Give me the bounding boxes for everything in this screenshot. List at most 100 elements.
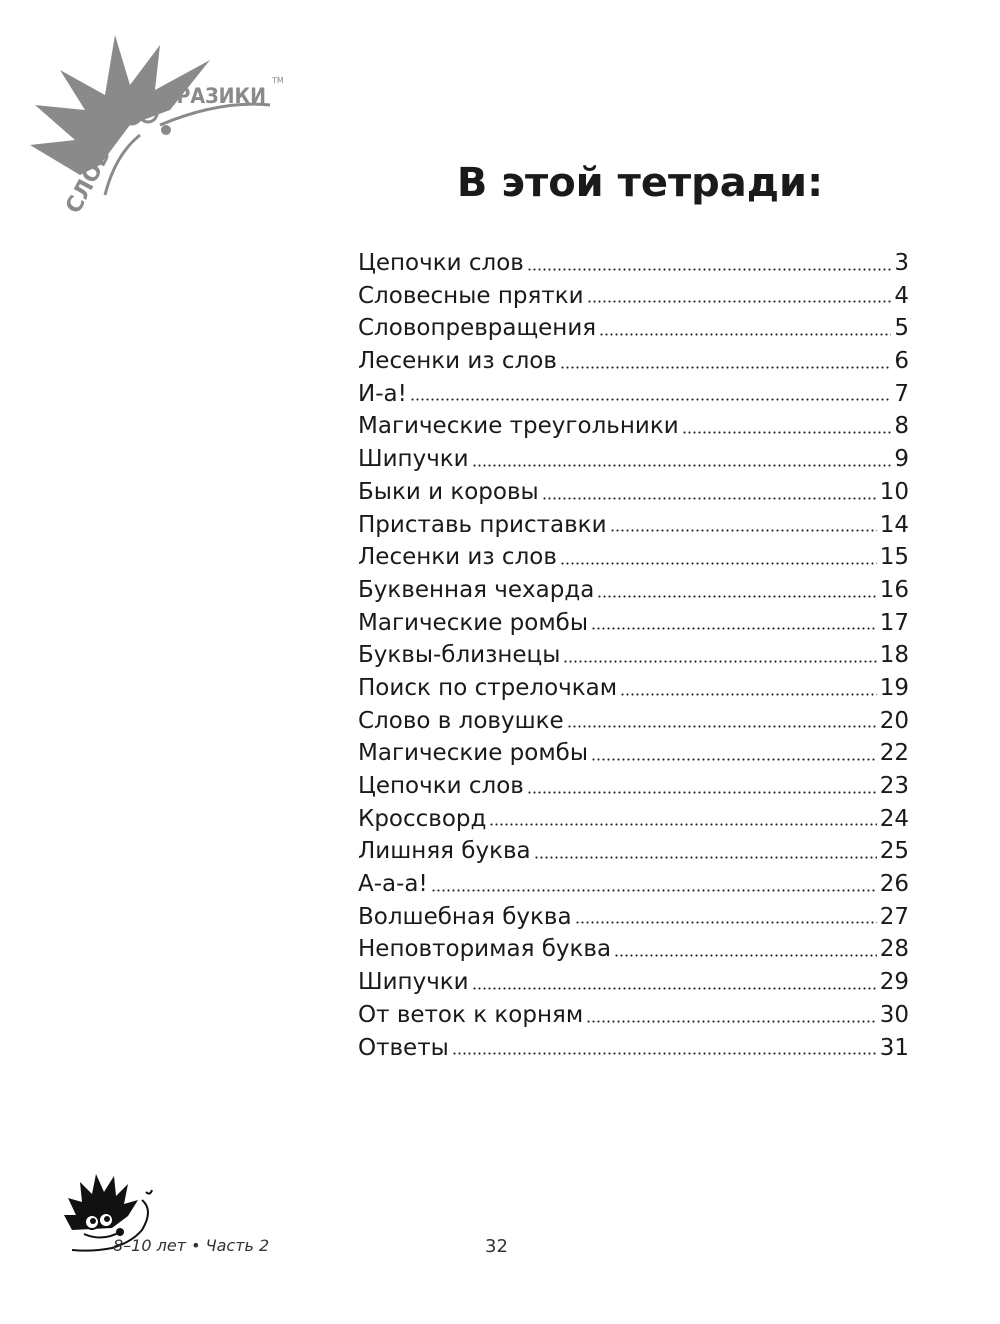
dot-leader [526,267,892,271]
slovoobraziki-logo: БРАЗИКИ TM СЛОВ [30,35,284,218]
toc-entry-page: 7 [894,380,909,407]
dot-leader [609,529,877,533]
toc-entry-page: 29 [879,969,909,996]
table-of-contents: Цепочки слов 3 Словесные прятки 4 Словопревр… [358,247,909,1064]
dot-leader [526,790,877,794]
toc-entry: Цепочки слов 23 [358,770,909,803]
toc-entry: Волшебная буква 27 [358,901,909,934]
toc-entry-page: 6 [894,348,909,375]
toc-entry-title: Словесные прятки [358,282,584,309]
dot-leader [574,921,877,925]
dot-leader [591,758,877,761]
toc-entry: Шипучки 29 [358,966,909,999]
toc-entry: Лесенки из слов 6 [358,345,909,378]
dot-leader [563,659,877,663]
toc-entry-page: 16 [879,576,909,603]
toc-entry-page: 31 [879,1034,909,1061]
toc-entry: Быки и коровы 10 [358,476,909,509]
toc-entry-title: Лесенки из слов [358,544,557,571]
dot-leader [430,888,877,892]
toc-entry: А-а-а! 26 [358,868,909,901]
dot-leader [541,496,877,500]
toc-entry-page: 17 [879,609,909,636]
dot-leader [489,823,877,827]
toc-entry-title: Лишняя буква [358,838,531,865]
toc-entry-page: 18 [879,642,909,669]
dot-leader [533,856,877,860]
toc-entry-page: 3 [894,250,909,276]
toc-entry: От веток к корням 30 [358,999,909,1032]
toc-entry-title: Неповторимая буква [358,936,612,963]
dot-leader [559,561,877,565]
toc-entry: Слово в ловушке 20 [358,705,909,738]
toc-entry-page: 22 [879,740,909,767]
toc-entry-title: Приставь приставки [358,511,607,538]
toc-entry-title: Шипучки [358,969,469,996]
toc-entry-title: Поиск по стрелочкам [358,674,618,701]
toc-entry: Лесенки из слов 15 [358,541,909,574]
dot-leader [471,463,892,467]
toc-entry-page: 23 [879,773,909,799]
toc-entry-page: 27 [879,903,909,930]
dot-leader [451,1052,877,1056]
dot-leader [591,627,877,631]
toc-entry: Магические ромбы 22 [358,737,909,770]
toc-entry-title: Быки и коровы [358,478,539,505]
toc-entry: Ответы 31 [358,1032,909,1065]
toc-entry: Словесные прятки 4 [358,280,909,313]
toc-entry-title: Слово в ловушке [358,707,564,734]
toc-entry-page: 15 [879,544,909,571]
toc-entry: Неповторимая буква 28 [358,933,909,966]
toc-entry-page: 8 [894,413,909,440]
logo-text-right: БРАЗИКИ [162,84,266,108]
dot-leader [614,954,877,958]
dot-leader [586,1019,877,1023]
toc-entry: И-а! 7 [358,378,909,411]
logo-tm: TM [271,76,284,85]
page-number: 32 [485,1236,508,1257]
toc-entry-title: Магические ромбы [358,609,589,636]
dot-leader [681,431,892,435]
toc-entry-title: Волшебная буква [358,903,572,930]
toc-entry: Лишняя буква 25 [358,835,909,868]
toc-entry-page: 19 [879,674,909,701]
toc-entry: Шипучки 9 [358,443,909,476]
toc-entry-title: Словопревращения [358,315,597,342]
toc-entry-page: 4 [894,282,909,309]
toc-entry-title: А-а-а! [358,871,428,898]
toc-entry-page: 20 [879,707,909,734]
toc-entry: Словопревращения 5 [358,312,909,345]
toc-entry-title: Магические ромбы [358,740,589,767]
toc-entry-title: И-а! [358,380,407,407]
toc-entry-page: 24 [879,805,909,832]
hedgehog-icon [64,1174,153,1252]
dot-leader [471,986,877,990]
toc-entry: Магические треугольники 8 [358,410,909,443]
toc-entry-page: 30 [879,1001,909,1028]
footer-edition-text: 8–10 лет • Часть 2 [113,1236,270,1255]
toc-entry: Цепочки слов 3 [358,247,909,280]
toc-entry-page: 14 [879,511,909,538]
toc-entry-page: 9 [894,446,909,473]
toc-entry-title: Магические треугольники [358,413,679,440]
toc-entry: Буквы-близнецы 18 [358,639,909,672]
toc-entry-title: Цепочки слов [358,250,524,276]
toc-entry: Буквенная чехарда 16 [358,574,909,607]
dot-leader [409,398,892,402]
toc-entry-title: От веток к корням [358,1001,584,1028]
toc-entry-title: Цепочки слов [358,773,524,799]
toc-entry-title: Лесенки из слов [358,348,557,375]
toc-entry: Магические ромбы 17 [358,607,909,640]
page-title: В этой тетради: [456,160,824,206]
dot-leader [599,333,892,337]
toc-entry-title: Буквы-близнецы [358,642,561,669]
dot-leader [559,365,892,369]
dot-leader [566,725,877,729]
toc-entry: Поиск по стрелочкам 19 [358,672,909,705]
toc-entry-page: 25 [879,838,909,865]
dot-leader [620,692,877,696]
toc-entry-page: 5 [894,315,909,342]
toc-entry-title: Буквенная чехарда [358,576,595,603]
toc-entry-title: Ответы [358,1034,449,1061]
toc-entry-title: Кроссворд [358,805,487,832]
